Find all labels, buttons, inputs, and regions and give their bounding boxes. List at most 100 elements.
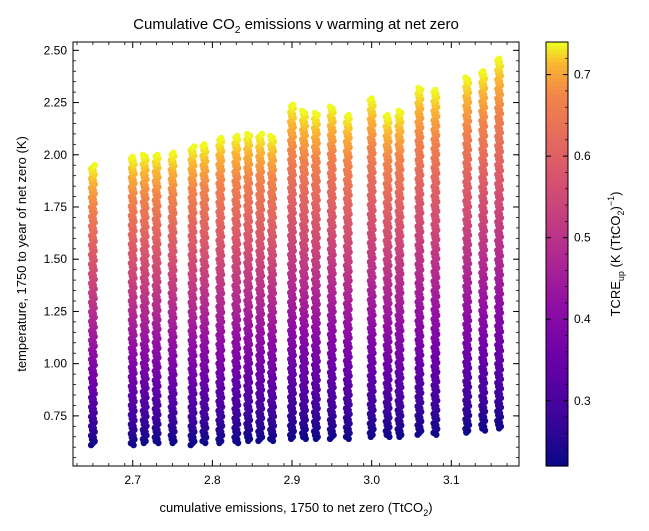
colorbar-segment <box>546 382 568 387</box>
colorbar-segment <box>546 162 568 167</box>
colorbar-segment <box>546 94 568 99</box>
colorbar-segment <box>546 126 568 131</box>
colorbar <box>546 42 568 467</box>
colorbar-segment <box>546 298 568 303</box>
colorbar-segment <box>546 50 568 55</box>
colorbar-segment <box>546 462 568 467</box>
colorbar-segment <box>546 198 568 203</box>
colorbar-segment <box>546 150 568 155</box>
colorbar-segment <box>546 246 568 251</box>
data-point <box>218 134 225 142</box>
colorbar-segment <box>546 278 568 283</box>
colorbar-segment <box>546 254 568 259</box>
y-tick-label: 2.00 <box>44 148 68 162</box>
colorbar-segment <box>546 306 568 311</box>
data-point <box>244 130 251 138</box>
colorbar-segment <box>546 282 568 287</box>
data-point <box>258 130 266 138</box>
data-point <box>395 107 402 115</box>
plot-frame <box>72 41 520 467</box>
data-point <box>432 86 439 94</box>
colorbar-segment <box>546 98 568 103</box>
colorbar-label: TCREup (K (TtCO2)−1) <box>606 192 626 317</box>
colorbar-segment <box>546 398 568 403</box>
colorbar-segment <box>546 374 568 379</box>
colorbar-segment <box>546 234 568 239</box>
data-point <box>326 103 334 110</box>
colorbar-segment <box>546 170 568 175</box>
y-tick-label: 2.50 <box>44 43 68 57</box>
colorbar-segment <box>546 406 568 411</box>
colorbar-segment <box>546 86 568 91</box>
colorbar-tick-label: 0.7 <box>574 68 591 82</box>
colorbar-segment <box>546 102 568 107</box>
colorbar-tick-label: 0.5 <box>574 231 591 245</box>
colorbar-segment <box>546 370 568 375</box>
colorbar-segment <box>546 422 568 427</box>
y-tick-label: 1.00 <box>44 357 68 371</box>
colorbar-segment <box>546 118 568 123</box>
colorbar-segment <box>546 42 568 47</box>
x-tick-label: 3.0 <box>363 473 380 487</box>
colorbar-segment <box>546 222 568 227</box>
colorbar-segment <box>546 386 568 391</box>
colorbar-segment <box>546 138 568 143</box>
colorbar-segment <box>546 294 568 299</box>
colorbar-segment <box>546 290 568 295</box>
data-point <box>154 151 161 158</box>
y-tick-label: 2.25 <box>44 96 68 110</box>
colorbar-segment <box>546 458 568 463</box>
colorbar-segment <box>546 134 568 139</box>
data-point <box>201 141 208 148</box>
data-point <box>480 68 487 75</box>
colorbar-segment <box>546 70 568 75</box>
data-point <box>384 111 391 119</box>
colorbar-segment <box>546 206 568 211</box>
colorbar-segment <box>546 322 568 327</box>
colorbar-segment <box>546 226 568 231</box>
colorbar-segment <box>546 174 568 179</box>
chart-title: Cumulative CO2 emissions v warming at ne… <box>133 16 459 36</box>
colorbar-segment <box>546 414 568 419</box>
colorbar-segment <box>546 366 568 371</box>
colorbar-segment <box>546 106 568 111</box>
colorbar-segment <box>546 418 568 423</box>
colorbar-segment <box>546 266 568 271</box>
colorbar-segment <box>546 122 568 127</box>
colorbar-segment <box>546 230 568 235</box>
colorbar-segment <box>546 130 568 135</box>
colorbar-segment <box>546 214 568 219</box>
x-axis-ticks: 2.7 2.8 2.9 3.0 3.1 <box>76 42 508 487</box>
data-point <box>139 151 147 158</box>
colorbar-segment <box>546 334 568 339</box>
colorbar-segment <box>546 350 568 355</box>
colorbar-segment <box>546 182 568 187</box>
colorbar-segment <box>546 390 568 395</box>
colorbar-segment <box>546 146 568 151</box>
colorbar-segment <box>546 114 568 119</box>
colorbar-segment <box>546 450 568 455</box>
colorbar-segment <box>546 358 568 363</box>
y-tick-label: 0.75 <box>44 409 68 423</box>
colorbar-segment <box>546 142 568 147</box>
colorbar-segment <box>546 178 568 183</box>
colorbar-segment <box>546 186 568 191</box>
colorbar-segment <box>546 310 568 315</box>
colorbar-segment <box>546 330 568 335</box>
y-axis-label: temperature, 1750 to year of net zero (K… <box>14 136 29 372</box>
y-tick-label: 1.25 <box>44 304 68 318</box>
data-point <box>299 107 306 115</box>
colorbar-segment <box>546 426 568 431</box>
colorbar-ticks: 0.3 0.4 0.5 0.6 0.7 <box>546 57 591 467</box>
colorbar-segment <box>546 190 568 195</box>
colorbar-segment <box>546 402 568 407</box>
colorbar-segment <box>546 210 568 215</box>
x-tick-label: 2.7 <box>124 473 141 487</box>
colorbar-segment <box>546 58 568 63</box>
colorbar-segment <box>546 270 568 275</box>
y-tick-label: 1.75 <box>44 200 68 214</box>
x-tick-label: 2.8 <box>204 473 221 487</box>
colorbar-segment <box>546 438 568 443</box>
scatter-points <box>87 55 505 449</box>
